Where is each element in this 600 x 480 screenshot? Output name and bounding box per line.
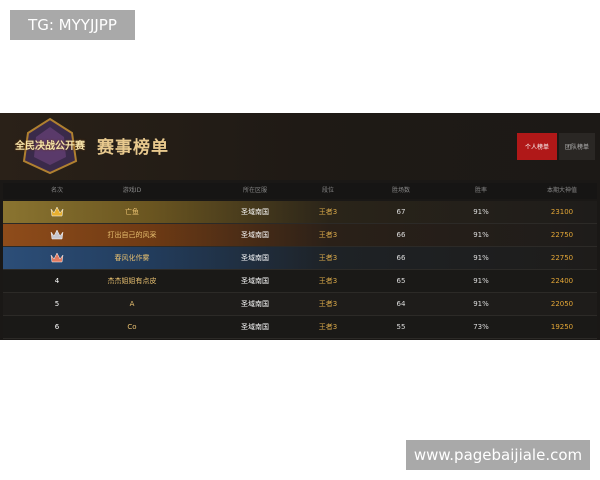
table-cell: 王者3 bbox=[318, 254, 338, 262]
table-cell: 圣域南国 bbox=[241, 208, 269, 216]
table-cell: 22050 bbox=[550, 300, 574, 308]
table-row: 亡鱼 圣域南国 王者3 67 91% 23100 bbox=[3, 201, 597, 224]
crown-icon bbox=[50, 252, 64, 263]
table-cell: 王者3 bbox=[318, 208, 338, 216]
table-cell: 55 bbox=[396, 323, 406, 331]
page-title: 赛事榜单 bbox=[97, 138, 169, 158]
table-cell: 5 bbox=[54, 300, 60, 308]
table-cell: 4 bbox=[54, 277, 60, 285]
table-cell: 6 bbox=[54, 323, 60, 331]
header: 全民决战公开赛 赛事榜单 个人榜单 团队榜单 bbox=[0, 113, 600, 180]
table-cell: 打出自己的风采 bbox=[107, 231, 157, 239]
tab[interactable]: 团队榜单 bbox=[559, 133, 595, 160]
table-cell: 22750 bbox=[550, 254, 574, 262]
table-cell: 67 bbox=[396, 208, 406, 216]
table-cell: 圣域南国 bbox=[241, 323, 269, 331]
table-cell: 23100 bbox=[550, 208, 574, 216]
leaderboard: 全民决战公开赛 赛事榜单 个人榜单 团队榜单 名次 游戏ID 所在区服 段位 胜场数 胜率… bbox=[0, 113, 600, 340]
table-cell: 王者3 bbox=[318, 231, 338, 239]
watermark: TG: MYYJJPP bbox=[10, 10, 135, 40]
column-header: 段位 bbox=[321, 187, 335, 194]
table-header: 名次 游戏ID 所在区服 段位 胜场数 胜率 本期大神值 bbox=[3, 183, 597, 199]
table-cell: 64 bbox=[396, 300, 406, 308]
logo-badge bbox=[22, 117, 78, 175]
table-cell: 73% bbox=[473, 323, 489, 331]
table-cell: 亡鱼 bbox=[125, 208, 139, 216]
column-header: 本期大神值 bbox=[546, 187, 578, 194]
table-row: 4 杰杰姐姐有点皮 圣域南国 王者3 65 91% 22400 bbox=[3, 270, 597, 293]
table-row: 6 Co 圣域南国 王者3 55 73% 19250 bbox=[3, 316, 597, 339]
table-cell: 圣域南国 bbox=[241, 231, 269, 239]
table-cell: 65 bbox=[396, 277, 406, 285]
table-cell: 91% bbox=[473, 208, 489, 216]
table-cell: 66 bbox=[396, 231, 406, 239]
table-body: 亡鱼 圣域南国 王者3 67 91% 23100 打出自己的风采 圣域南国 王者3 66 91% 22… bbox=[0, 201, 600, 340]
column-header: 胜率 bbox=[474, 187, 488, 194]
table-cell: 圣域南国 bbox=[241, 300, 269, 308]
table-cell: 圣域南国 bbox=[241, 254, 269, 262]
table-cell: A bbox=[129, 300, 135, 308]
column-header: 胜场数 bbox=[391, 187, 411, 194]
table-cell: 王者3 bbox=[318, 323, 338, 331]
table-cell: 22400 bbox=[550, 277, 574, 285]
logo-text: 全民决战公开赛 bbox=[15, 141, 85, 152]
table-cell: 圣域南国 bbox=[241, 277, 269, 285]
table-cell: 66 bbox=[396, 254, 406, 262]
table-cell: 春风化作雾 bbox=[114, 254, 150, 262]
table-cell: 91% bbox=[473, 300, 489, 308]
table-cell: 王者3 bbox=[318, 300, 338, 308]
crown-icon bbox=[50, 206, 64, 217]
table-row: 打出自己的风采 圣域南国 王者3 66 91% 22750 bbox=[3, 224, 597, 247]
table-row: 5 A 圣域南国 王者3 64 91% 22050 bbox=[3, 293, 597, 316]
table-cell: 22750 bbox=[550, 231, 574, 239]
watermark: www.pagebaijiale.com bbox=[406, 440, 590, 470]
column-header: 游戏ID bbox=[122, 187, 142, 194]
crown-icon bbox=[50, 229, 64, 240]
column-header: 名次 bbox=[50, 187, 64, 194]
tab-active[interactable]: 个人榜单 bbox=[517, 133, 557, 160]
table-row: 春风化作雾 圣域南国 王者3 66 91% 22750 bbox=[3, 247, 597, 270]
table-cell: 王者3 bbox=[318, 277, 338, 285]
table-cell: 91% bbox=[473, 277, 489, 285]
column-header: 所在区服 bbox=[242, 187, 268, 194]
table-cell: 91% bbox=[473, 254, 489, 262]
table-cell: 19250 bbox=[550, 323, 574, 331]
table-cell: Co bbox=[127, 323, 137, 331]
table-cell: 91% bbox=[473, 231, 489, 239]
table-cell: 杰杰姐姐有点皮 bbox=[107, 277, 157, 285]
